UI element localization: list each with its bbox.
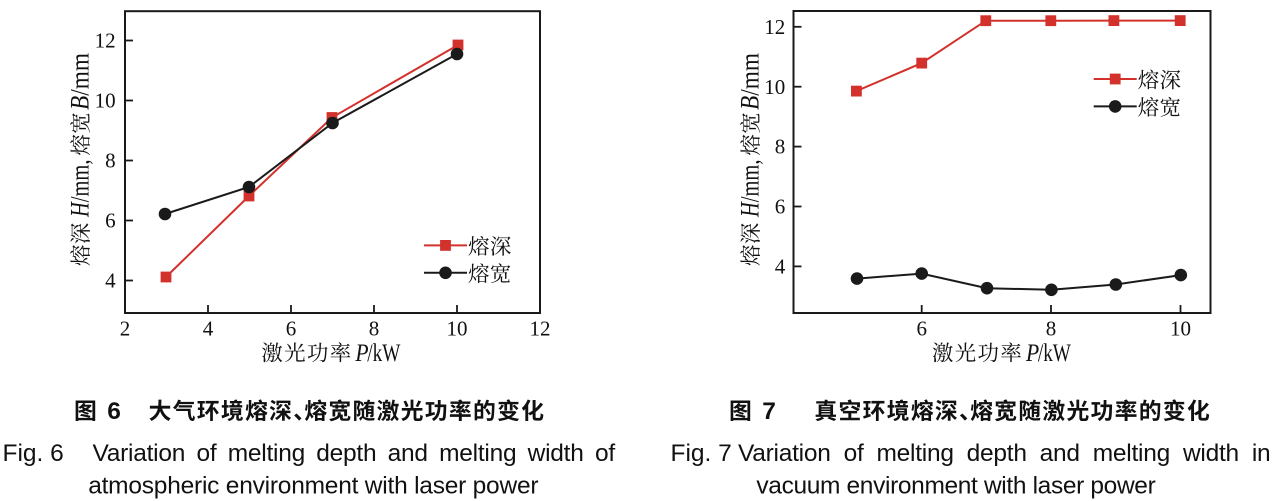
svg-text:4: 4: [203, 317, 214, 341]
svg-text:6: 6: [105, 209, 116, 233]
svg-text:B/mm: B/mm: [65, 53, 94, 110]
svg-text:6: 6: [775, 195, 786, 219]
svg-text:10: 10: [764, 75, 785, 99]
svg-text:B/mm: B/mm: [735, 53, 764, 110]
svg-text:P: P: [355, 338, 369, 367]
svg-text:4: 4: [775, 255, 786, 279]
svg-text:P: P: [1025, 338, 1039, 367]
svg-text:/kW: /kW: [1038, 338, 1072, 367]
svg-text:2: 2: [120, 317, 131, 341]
svg-text:12: 12: [764, 15, 785, 39]
svg-text:10: 10: [95, 89, 116, 113]
svg-text:4: 4: [105, 269, 116, 293]
svg-text:12: 12: [95, 29, 116, 53]
svg-text:12: 12: [530, 317, 551, 341]
svg-text:Fig. 7: Fig. 7: [671, 440, 732, 467]
svg-text:Variation of melting depth and: Variation of melting depth and melting w…: [738, 440, 1270, 467]
svg-text:10: 10: [1170, 317, 1191, 341]
svg-text:8: 8: [369, 317, 380, 341]
svg-text:H/mm,: H/mm,: [65, 160, 94, 218]
svg-text:6: 6: [916, 317, 927, 341]
svg-text:10: 10: [447, 317, 468, 341]
svg-text:atmospheric environment with l: atmospheric environment with laser power: [88, 472, 538, 499]
svg-text:6: 6: [107, 398, 121, 425]
svg-text:H/mm,: H/mm,: [735, 160, 764, 218]
svg-text:Variation of melting depth and: Variation of melting depth and melting w…: [93, 440, 616, 467]
svg-text:Fig. 6: Fig. 6: [3, 440, 64, 467]
svg-text:8: 8: [105, 149, 116, 173]
svg-text:vacuum environment with laser: vacuum environment with laser power: [756, 472, 1155, 499]
svg-text:8: 8: [775, 135, 786, 159]
svg-text:/kW: /kW: [367, 338, 401, 367]
svg-text:8: 8: [1046, 317, 1057, 341]
svg-text:6: 6: [286, 317, 297, 341]
svg-text:7: 7: [762, 398, 776, 425]
